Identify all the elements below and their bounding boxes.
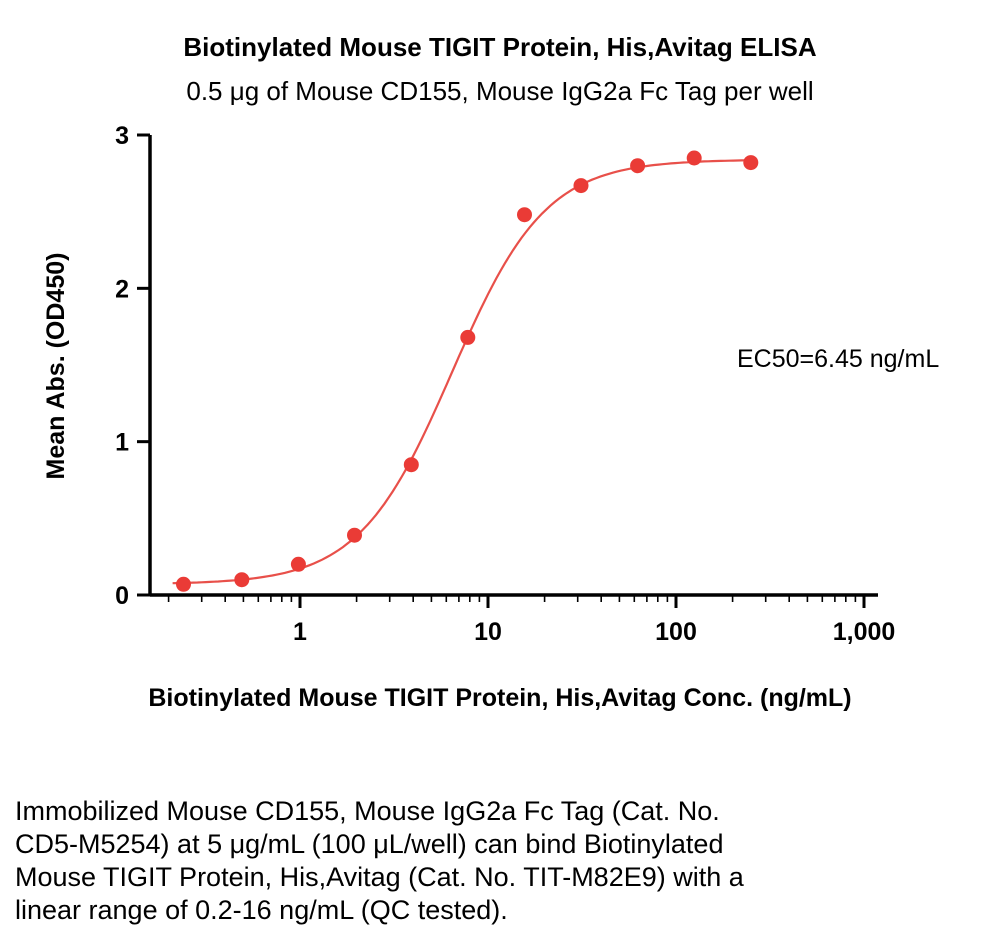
y-tick-label: 1 — [115, 429, 129, 457]
data-point — [517, 207, 532, 223]
elisa-binding-curve-chart: 0 1 2 3 1 10 100 1,000 — [115, 122, 896, 646]
caption-line: Immobilized Mouse CD155, Mouse IgG2a Fc … — [15, 796, 720, 826]
caption-line: linear range of 0.2-16 ng/mL (QC tested)… — [15, 895, 508, 925]
chart-subtitle: 0.5 μg of Mouse CD155, Mouse IgG2a Fc Ta… — [186, 76, 814, 106]
y-tick-label: 3 — [115, 122, 129, 150]
data-point — [347, 527, 362, 543]
data-point — [176, 576, 191, 592]
caption-line: CD5-M5254) at 5 μg/mL (100 μL/well) can … — [15, 829, 724, 859]
data-point — [743, 155, 759, 171]
data-point — [630, 158, 646, 174]
figure-caption: Immobilized Mouse CD155, Mouse IgG2a Fc … — [15, 795, 815, 927]
y-tick-label: 2 — [115, 275, 129, 303]
x-tick-label: 10 — [474, 618, 502, 646]
caption-line: Mouse TIGIT Protein, His,Avitag (Cat. No… — [15, 862, 744, 892]
x-axis-label: Biotinylated Mouse TIGIT Protein, His,Av… — [148, 684, 852, 712]
ec50-annotation: EC50=6.45 ng/mL — [737, 345, 940, 373]
data-point — [234, 572, 250, 588]
data-point — [290, 556, 306, 572]
data-point — [403, 457, 419, 473]
data-point — [686, 150, 702, 166]
x-tick-label: 100 — [655, 618, 697, 646]
chart-title: Biotinylated Mouse TIGIT Protein, His,Av… — [183, 32, 817, 62]
x-tick-label: 1 — [293, 618, 307, 646]
data-point — [460, 329, 476, 345]
fit-curve — [172, 159, 755, 585]
y-tick-label: 0 — [115, 582, 129, 610]
data-point — [573, 178, 589, 194]
x-tick-label: 1,000 — [833, 618, 896, 646]
